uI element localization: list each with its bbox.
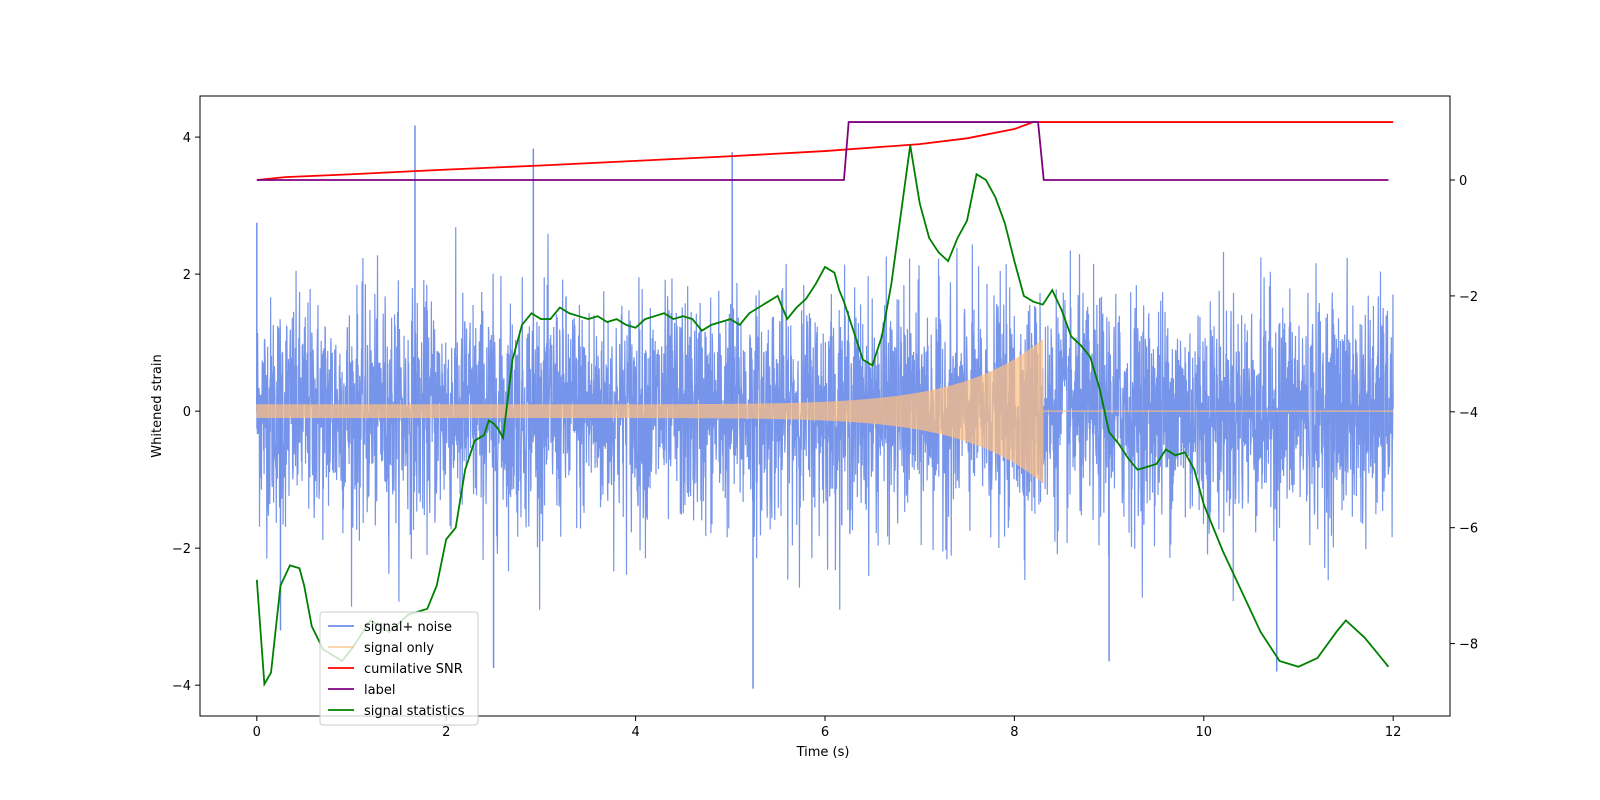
- x-tick-label: 8: [1010, 725, 1018, 740]
- y2-tick-label: −8: [1459, 638, 1478, 653]
- y-tick-label: 0: [183, 405, 191, 420]
- series-line-label: [256, 121, 1389, 181]
- x-tick-label: 6: [821, 725, 829, 740]
- y-tick-label: −2: [172, 542, 191, 557]
- y-tick-label: −4: [172, 679, 191, 694]
- y2-tick-label: −6: [1459, 522, 1478, 537]
- series-line-signal-only: [256, 339, 1394, 484]
- legend-label: signal only: [364, 641, 434, 656]
- x-tick-label: 2: [442, 725, 450, 740]
- y2-tick-label: −2: [1459, 290, 1478, 305]
- legend-label: signal statistics: [364, 704, 465, 719]
- x-tick-label: 12: [1385, 725, 1402, 740]
- series-line-cumilative-snr: [256, 121, 1394, 181]
- x-tick-label: 4: [631, 725, 639, 740]
- y2-tick-label: 0: [1459, 174, 1467, 189]
- legend-label: signal+ noise: [364, 620, 452, 635]
- y-tick-label: 2: [183, 268, 191, 283]
- x-axis-label: Time (s): [796, 745, 850, 760]
- legend-label: label: [364, 683, 395, 698]
- x-tick-label: 10: [1196, 725, 1213, 740]
- y-tick-label: 4: [183, 131, 191, 146]
- y-axis-label: Whitened strain: [150, 354, 165, 457]
- legend-box: [319, 611, 479, 726]
- y2-tick-label: −4: [1459, 406, 1478, 421]
- legend-label: cumilative SNR: [364, 662, 463, 677]
- x-tick-label: 0: [253, 725, 261, 740]
- series-line-signal-statistics: [255, 145, 1390, 688]
